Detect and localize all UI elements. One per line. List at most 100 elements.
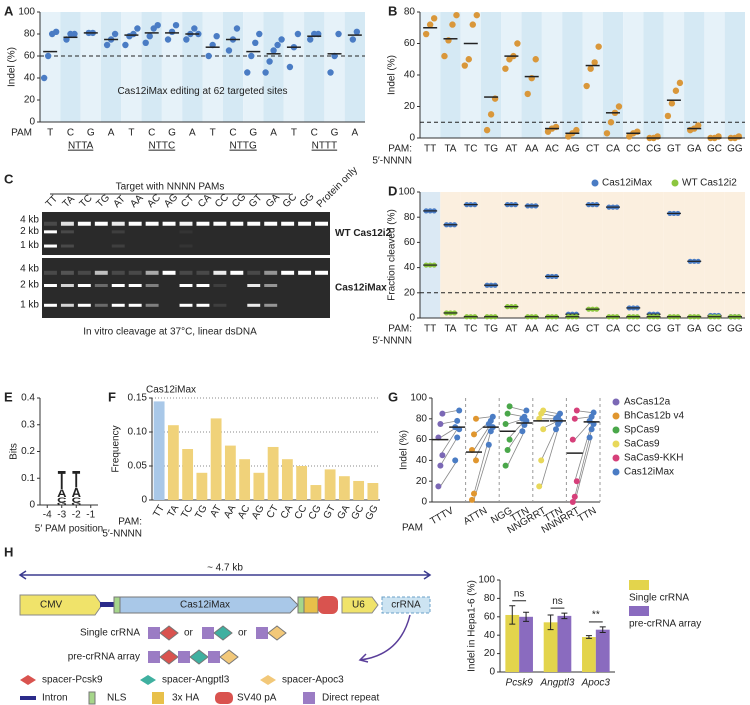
spacer (267, 625, 287, 641)
gel-band (179, 284, 193, 287)
x-tick-label: GC (707, 144, 722, 155)
gel-band (44, 270, 57, 275)
category-band (602, 12, 624, 138)
x-tick-label: C (67, 128, 74, 139)
category-band (480, 12, 502, 138)
data-point (437, 421, 444, 427)
gel-band (247, 270, 261, 275)
gel-band (94, 270, 108, 275)
data-point (256, 30, 263, 38)
gel-band (315, 221, 328, 226)
gel-band (60, 230, 74, 234)
length-arrow (18, 570, 432, 580)
gel-band (264, 303, 278, 307)
significance-label: ns (552, 596, 563, 607)
x-tick-label: TC (464, 324, 477, 335)
gel-band (44, 244, 57, 248)
legend-swatch (612, 468, 620, 476)
x-tick-label: CC (626, 144, 640, 155)
y-tick-label: 0 (29, 500, 35, 511)
data-point (146, 33, 153, 40)
category-band (420, 192, 441, 318)
pair-link (440, 437, 458, 466)
bar (210, 418, 222, 500)
data-point (465, 56, 472, 63)
legend-swatch (303, 692, 315, 704)
x-tick-label: CT (586, 324, 599, 335)
category-band (304, 12, 325, 122)
pair-link (540, 429, 559, 487)
curve-arrow (358, 614, 411, 663)
bar (167, 425, 179, 500)
data-point (335, 30, 342, 38)
data-point (426, 21, 434, 28)
cmv-box (19, 594, 103, 616)
data-point (471, 490, 477, 497)
gel-band (230, 221, 244, 226)
bar (296, 466, 308, 500)
x-tick-label: GT (667, 324, 681, 335)
x-tick-label: TT (424, 324, 436, 335)
gel-band (247, 284, 261, 287)
y-tick-label: 100 (410, 393, 427, 404)
error-bar (599, 626, 606, 633)
category-band (460, 12, 481, 138)
category-band (643, 192, 664, 318)
y-tick-label: 0.4 (21, 393, 35, 404)
category-band (283, 12, 305, 122)
gel-band (60, 284, 74, 287)
data-point (456, 407, 463, 414)
lane-label: AC (145, 192, 163, 210)
lane-label: CC (213, 192, 231, 210)
x-axis-sublabel: 5′-NNNN (372, 156, 412, 167)
data-point (569, 499, 576, 505)
lane-label: GT (247, 192, 265, 210)
category-band (521, 192, 542, 318)
y-tick-label: 0 (409, 133, 415, 144)
x-tick-label: CG (307, 503, 324, 522)
data-point (471, 431, 477, 438)
gel-band (145, 270, 159, 275)
x-tick-label: CG (646, 324, 661, 335)
logo-letter: C (72, 496, 82, 504)
data-point (502, 462, 509, 469)
legend-label: SpCas9 (624, 425, 660, 436)
data-point (111, 30, 119, 38)
u6-label: U6 (352, 600, 365, 611)
legend-swatch (215, 692, 233, 704)
x-tick-label: GT (667, 144, 681, 155)
or-label: or (238, 628, 248, 639)
x-tick-label: CA (606, 144, 620, 155)
x-tick-label: AG (565, 144, 580, 155)
sv40 (318, 596, 338, 614)
data-point (274, 41, 281, 49)
cas-box (119, 596, 299, 614)
data-point (441, 52, 448, 60)
gel-band (298, 270, 312, 275)
x-tick-label: TA (444, 144, 456, 155)
direct-repeat (148, 651, 160, 663)
single-label: Single crRNA (80, 628, 140, 639)
y-axis-label: Frequency (111, 425, 122, 472)
size-marker: 2 kb (20, 226, 39, 237)
data-point (353, 28, 361, 35)
cas-label: Cas12iMax (180, 600, 230, 611)
legend-swatch (612, 440, 620, 448)
x-tick-label: GG (727, 144, 743, 155)
x-tick-label: GG (363, 503, 380, 522)
legend-label: spacer-Apoc3 (282, 675, 344, 686)
gel-band (196, 303, 210, 307)
data-point (603, 130, 611, 137)
category-band (724, 192, 745, 318)
data-point (142, 39, 149, 46)
x-tick-label: G (87, 128, 95, 139)
data-point (278, 36, 285, 43)
data-point (586, 434, 593, 441)
y-tick-label: 0 (409, 313, 415, 324)
category-band (541, 12, 563, 138)
x-tick-label: GG (727, 324, 743, 335)
gel-band (196, 270, 210, 275)
data-point (615, 103, 623, 110)
data-point (439, 410, 446, 417)
group-label: NTTT (312, 141, 338, 152)
